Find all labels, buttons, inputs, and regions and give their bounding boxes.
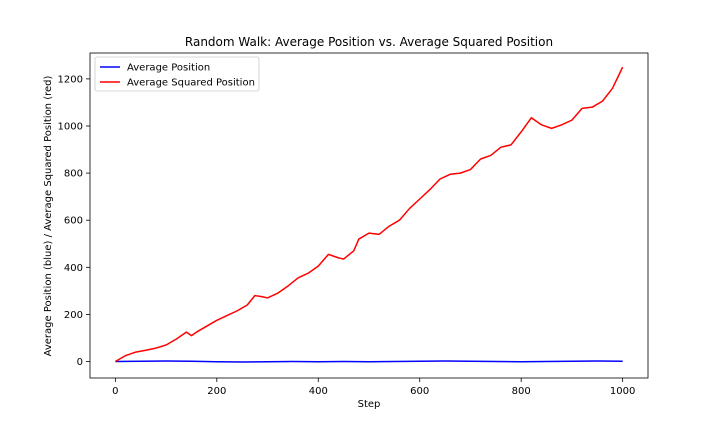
legend-box [94, 56, 260, 92]
y-tick-label: 0 [77, 357, 83, 368]
series-line-0 [115, 360, 623, 363]
plot-frame [89, 52, 649, 379]
plot-area [89, 52, 649, 379]
x-tick-label: 600 [410, 386, 429, 397]
y-axis-label: Average Position (blue) / Average Square… [43, 76, 54, 357]
x-tick-label: 800 [512, 386, 531, 397]
y-tick-label: 200 [64, 310, 83, 321]
legend: Average Position Average Squared Position [94, 56, 260, 92]
series-line-1 [114, 66, 624, 363]
x-tick-label: 400 [309, 386, 328, 397]
y-axis-ticks: 0 200 400 600 800 1000 1200 [58, 74, 90, 368]
x-tick-label: 1000 [610, 386, 635, 397]
x-tick-label: 200 [207, 386, 226, 397]
x-axis-label: Step [358, 399, 381, 410]
y-tick-label: 800 [64, 169, 83, 180]
legend-label-1: Average Squared Position [127, 78, 255, 89]
y-tick-label: 400 [64, 263, 83, 274]
y-tick-label: 1200 [58, 74, 83, 85]
y-tick-label: 600 [64, 216, 83, 227]
x-tick-label: 0 [112, 386, 118, 397]
legend-label-0: Average Position [127, 63, 210, 74]
x-axis-ticks: 0 200 400 600 800 1000 [112, 378, 635, 397]
y-tick-label: 1000 [58, 122, 83, 133]
chart-title: Random Walk: Average Position vs. Averag… [185, 35, 553, 49]
